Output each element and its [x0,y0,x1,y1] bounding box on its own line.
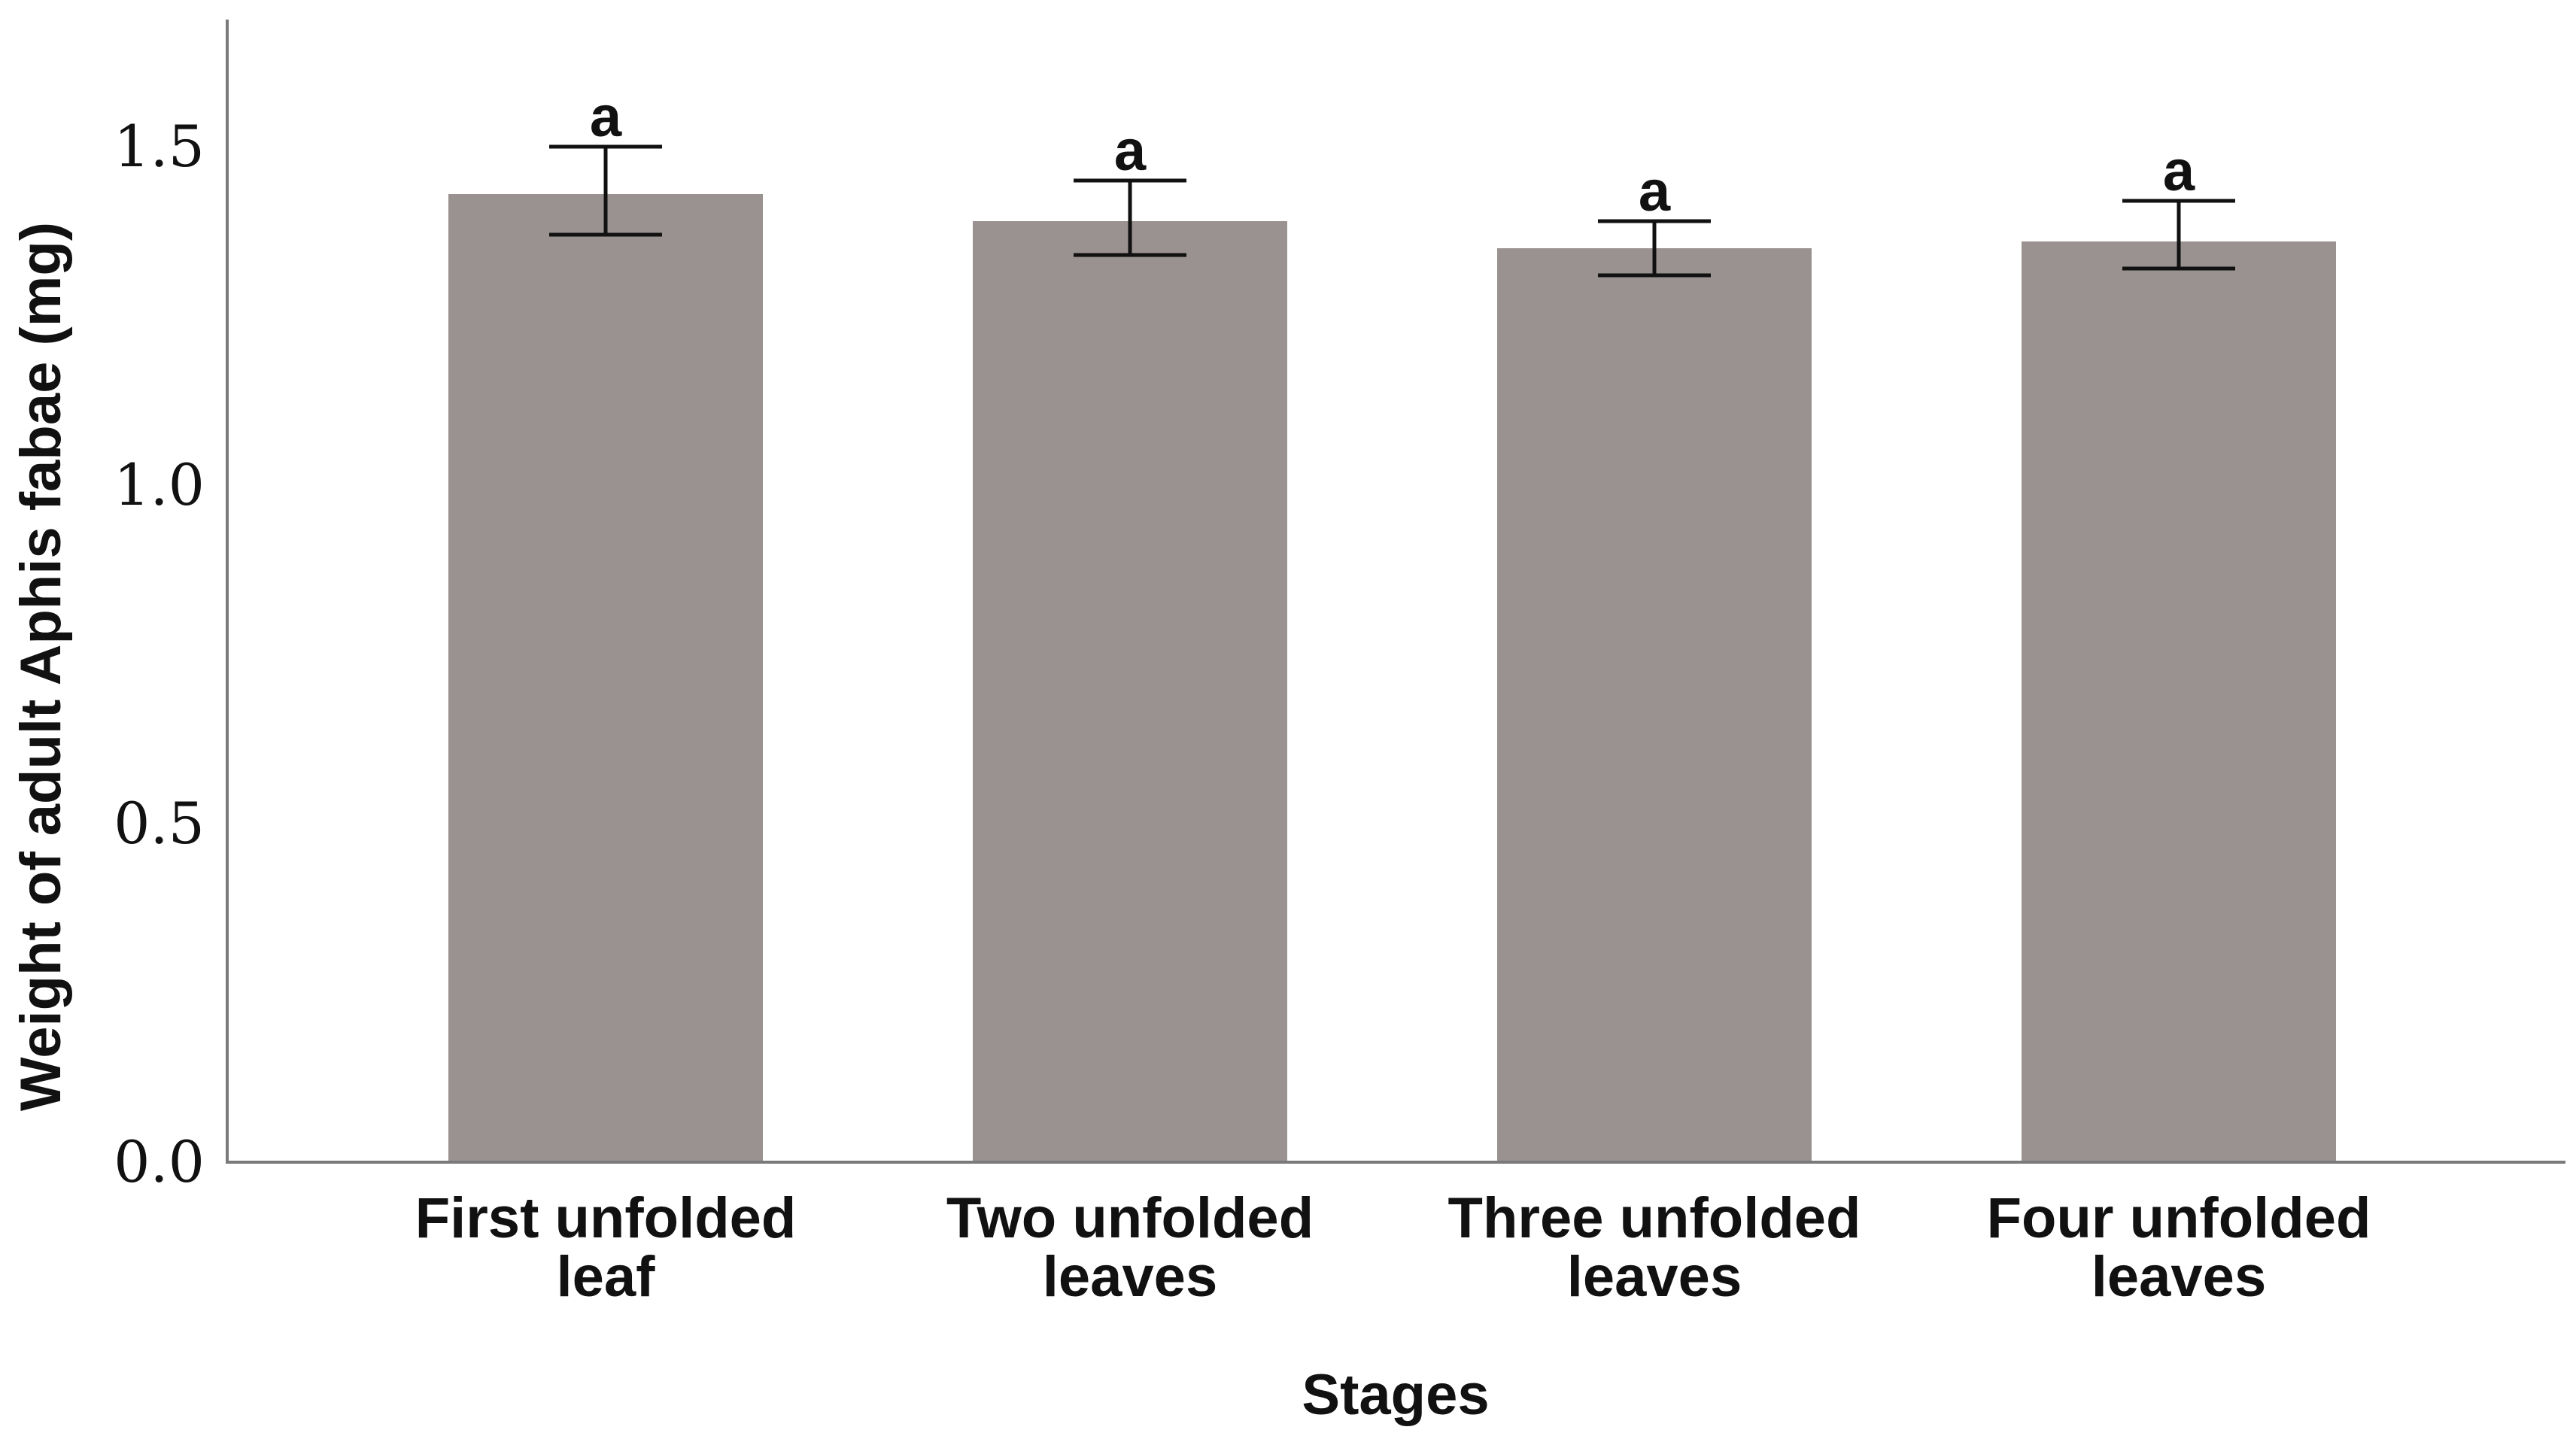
x-tick-label-2-line-1: Two unfolded [946,1186,1314,1250]
error-bar-4 [2122,199,2235,271]
x-tick-label-3: Three unfolded leaves [1448,1186,1861,1309]
significance-labels-group: a a a a [590,85,2195,223]
y-tick-label-1: 0.0 [114,1128,205,1195]
error-bar-1 [549,144,662,237]
x-tick-label-4-line-1: Four unfolded [1987,1186,2371,1250]
significance-label-3: a [1639,159,1671,223]
bars-group [448,194,2336,1162]
error-bar-3 [1598,219,1711,278]
x-tick-label-2-line-2: leaves [1043,1245,1217,1309]
x-tick-label-2: Two unfolded leaves [946,1186,1314,1309]
bar-4 [2022,241,2336,1162]
significance-label-4: a [2163,139,2195,203]
error-bar-2 [1074,178,1186,257]
x-tick-label-4-line-2: leaves [2091,1245,2266,1309]
y-tick-label-2: 0.5 [114,790,205,857]
bar-1 [448,194,763,1162]
x-tick-label-1: First unfolded leaf [415,1186,797,1309]
x-tick-label-3-line-1: Three unfolded [1448,1186,1861,1250]
bar-3 [1497,248,1812,1162]
y-axis-title: Weight of adult Aphis fabae (mg) [9,222,73,1111]
significance-label-2: a [1114,119,1147,183]
x-tick-label-3-line-2: leaves [1567,1245,1742,1309]
y-tick-label-3: 1.0 [114,451,205,518]
x-tick-label-4: Four unfolded leaves [1987,1186,2371,1309]
x-tick-label-1-line-1: First unfolded [415,1186,797,1250]
y-tick-label-4: 1.5 [114,113,205,180]
significance-label-1: a [590,85,622,149]
x-tick-label-1-line-2: leaf [557,1245,656,1309]
bar-2 [973,221,1287,1162]
x-axis-title: Stages [1302,1363,1489,1427]
y-tick-labels-group: 0.0 0.5 1.0 1.5 [114,113,205,1195]
y-axis-title-group: Weight of adult Aphis fabae (mg) [9,222,73,1111]
error-bars-group [549,144,2235,278]
